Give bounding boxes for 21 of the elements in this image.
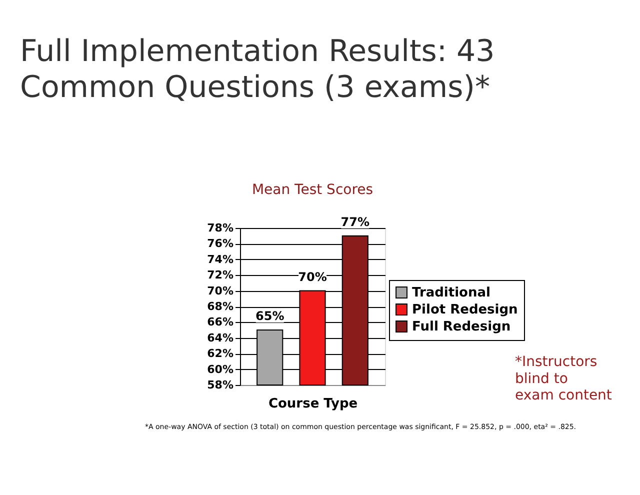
- legend-label: Pilot Redesign: [412, 302, 518, 318]
- y-tick-label: 74%: [207, 252, 234, 266]
- y-tick-label: 78%: [207, 222, 234, 234]
- legend-label: Traditional: [412, 286, 490, 300]
- data-label: 77%: [340, 214, 370, 229]
- chart-title: Full Implementation Results: 43 Common Questions (3 exams)*: [20, 34, 495, 105]
- y-tick-label: 72%: [207, 268, 234, 282]
- y-tick-label: 58%: [207, 378, 234, 392]
- chart-subtitle: Mean Test Scores: [252, 182, 374, 198]
- text: *Instructors blind to exam content: [515, 354, 612, 404]
- y-tick-label: 70%: [207, 284, 234, 298]
- y-tick-label: 68%: [207, 300, 234, 313]
- y-tick-label: 60%: [207, 362, 234, 376]
- y-tick-label: 76%: [207, 237, 234, 250]
- y-tick-label: 66%: [207, 316, 234, 329]
- data-label: 70%: [298, 270, 327, 284]
- data-label: 65%: [255, 309, 284, 324]
- legend-label: Full Redesign: [412, 320, 511, 334]
- x-axis-title: Course Type: [268, 396, 358, 412]
- y-tick-label: 62%: [207, 347, 234, 360]
- y-tick-label: 64%: [207, 331, 234, 344]
